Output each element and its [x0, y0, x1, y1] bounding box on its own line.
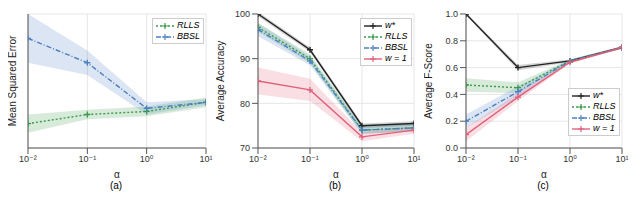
html-text:w = 1: w = 1: [385, 53, 407, 63]
svg-text:10⁰: 10⁰: [140, 154, 154, 164]
svg-text:0.6: 0.6: [445, 63, 458, 73]
svg-text:10⁰: 10⁰: [355, 154, 369, 164]
svg-text:0.4: 0.4: [445, 90, 458, 100]
svg-text:80: 80: [240, 99, 250, 109]
html-text:BBSL: BBSL: [593, 112, 616, 122]
html-text:BBSL: BBSL: [177, 31, 200, 41]
svg-text:Mean Squared Error: Mean Squared Error: [8, 35, 18, 126]
html-text:RLLS: RLLS: [177, 20, 200, 30]
html-text:(c): (c): [537, 180, 549, 191]
svg-text:100: 100: [235, 9, 250, 19]
svg-text:α: α: [114, 169, 120, 178]
svg-text:10⁻²: 10⁻²: [19, 154, 37, 164]
svg-text:α: α: [333, 169, 339, 178]
html-text:BBSL: BBSL: [385, 42, 408, 52]
svg-text:0.8: 0.8: [445, 36, 458, 46]
svg-text:10¹: 10¹: [615, 154, 628, 164]
svg-text:10⁻²: 10⁻²: [249, 154, 267, 164]
svg-text:10¹: 10¹: [199, 154, 212, 164]
svg-text:90: 90: [240, 54, 250, 64]
svg-text:10¹: 10¹: [407, 154, 420, 164]
html-text:(b): (b): [328, 180, 342, 191]
svg-text:0.2: 0.2: [445, 116, 458, 126]
html-text:RLLS: RLLS: [593, 101, 616, 111]
svg-text:10⁻¹: 10⁻¹: [301, 154, 319, 164]
svg-text:10⁻²: 10⁻²: [457, 154, 475, 164]
svg-text:1.0: 1.0: [445, 9, 458, 19]
svg-text:Average F-Score: Average F-Score: [424, 43, 434, 119]
svg-text:0.0: 0.0: [445, 143, 458, 153]
html-text:w*: w*: [593, 90, 603, 100]
html-text:RLLS: RLLS: [385, 31, 408, 41]
svg-text:10⁻¹: 10⁻¹: [78, 154, 96, 164]
html-text:w*: w*: [385, 20, 395, 30]
html-text:(a): (a): [109, 180, 123, 191]
svg-text:10⁻¹: 10⁻¹: [509, 154, 527, 164]
html-text:w = 1: w = 1: [593, 123, 615, 133]
svg-text:70: 70: [240, 143, 250, 153]
svg-text:10⁰: 10⁰: [563, 154, 577, 164]
svg-text:α: α: [541, 169, 547, 178]
svg-text:Average Accuracy: Average Accuracy: [216, 41, 226, 121]
